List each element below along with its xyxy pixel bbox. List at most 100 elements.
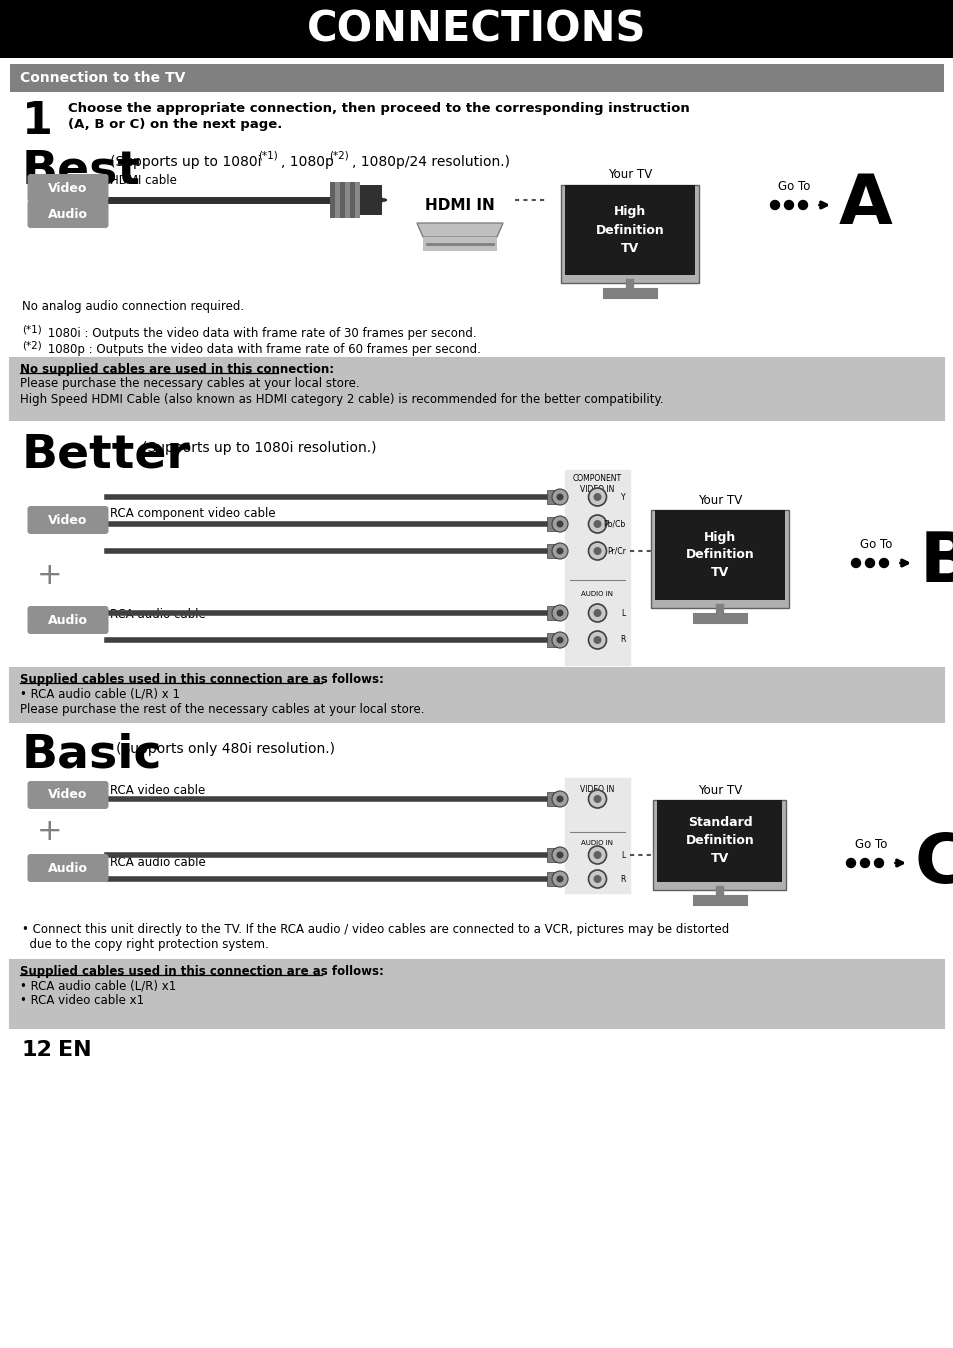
Circle shape (552, 632, 567, 648)
Text: Go To: Go To (778, 179, 809, 193)
Bar (335, 182, 339, 218)
Circle shape (874, 859, 882, 868)
Text: High Speed HDMI Cable (also known as HDMI category 2 cable) is recommended for t: High Speed HDMI Cable (also known as HDM… (20, 392, 663, 406)
Bar (564, 470, 629, 665)
Text: (*1): (*1) (22, 325, 42, 336)
Text: • RCA video cable x1: • RCA video cable x1 (20, 995, 144, 1007)
Bar (345, 182, 350, 218)
Text: • Connect this unit directly to the TV. If the RCA audio / video cables are conn: • Connect this unit directly to the TV. … (22, 923, 728, 936)
Circle shape (845, 859, 855, 868)
Text: RCA video cable: RCA video cable (110, 783, 205, 797)
Circle shape (552, 791, 567, 807)
Circle shape (798, 201, 806, 209)
Text: High
Definition
TV: High Definition TV (595, 205, 663, 255)
Text: HDMI IN: HDMI IN (425, 198, 495, 213)
Bar (405, 185, 515, 266)
FancyBboxPatch shape (28, 200, 109, 228)
Bar (10, 960, 943, 1029)
Circle shape (556, 547, 563, 554)
FancyBboxPatch shape (28, 855, 109, 882)
Text: +: + (37, 817, 63, 847)
Bar (546, 607, 557, 620)
Circle shape (556, 795, 563, 802)
Bar (10, 669, 943, 723)
Text: No supplied cables are used in this connection:: No supplied cables are used in this conn… (20, 364, 334, 376)
Circle shape (588, 790, 606, 807)
Circle shape (593, 493, 601, 501)
Circle shape (588, 847, 606, 864)
Text: due to the copy right protection system.: due to the copy right protection system. (22, 938, 269, 950)
Bar (355, 182, 359, 218)
Text: High
Definition
TV: High Definition TV (685, 531, 754, 580)
Text: (*1): (*1) (257, 151, 277, 160)
Text: Audio: Audio (48, 208, 88, 221)
Text: A: A (838, 171, 892, 239)
Text: Audio: Audio (48, 613, 88, 627)
Bar (653, 799, 785, 890)
Text: , 1080p/24 resolution.): , 1080p/24 resolution.) (352, 155, 510, 168)
Polygon shape (416, 222, 502, 237)
Text: CONNECTIONS: CONNECTIONS (307, 8, 646, 50)
Text: Video: Video (49, 514, 88, 527)
Text: (Supports only 480i resolution.): (Supports only 480i resolution.) (116, 741, 335, 756)
Circle shape (593, 609, 601, 617)
Text: Your TV: Your TV (698, 783, 741, 797)
Text: AUDIO IN: AUDIO IN (581, 590, 613, 597)
Bar (10, 359, 943, 421)
Bar (564, 778, 629, 892)
Bar (546, 491, 557, 504)
Text: , 1080p: , 1080p (281, 155, 334, 168)
Bar (546, 872, 557, 886)
Text: Choose the appropriate connection, then proceed to the corresponding instruction: Choose the appropriate connection, then … (68, 102, 689, 115)
Text: Video: Video (49, 789, 88, 802)
Circle shape (588, 604, 606, 621)
Text: RCA audio cable: RCA audio cable (110, 856, 206, 868)
Bar (564, 185, 695, 275)
Bar (650, 510, 788, 608)
Bar (546, 545, 557, 558)
Text: Best: Best (22, 148, 141, 193)
Circle shape (593, 851, 601, 859)
Text: Pr/Cr: Pr/Cr (606, 546, 625, 555)
Circle shape (593, 875, 601, 883)
Circle shape (556, 852, 563, 859)
Text: L: L (621, 851, 625, 860)
Text: 12: 12 (22, 1041, 52, 1060)
Text: Better: Better (22, 431, 191, 477)
Circle shape (588, 488, 606, 506)
Bar (422, 237, 497, 251)
Text: AUDIO IN: AUDIO IN (581, 840, 613, 847)
Circle shape (588, 869, 606, 888)
Circle shape (851, 558, 860, 568)
Text: 1080p : Outputs the video data with frame rate of 60 frames per second.: 1080p : Outputs the video data with fram… (44, 342, 480, 356)
Circle shape (588, 515, 606, 532)
Circle shape (588, 542, 606, 559)
Text: RCA component video cable: RCA component video cable (110, 507, 275, 520)
Circle shape (588, 631, 606, 648)
Text: Please purchase the rest of the necessary cables at your local store.: Please purchase the rest of the necessar… (20, 702, 424, 716)
Text: • RCA audio cable (L/R) x1: • RCA audio cable (L/R) x1 (20, 980, 176, 992)
Text: Supplied cables used in this connection are as follows:: Supplied cables used in this connection … (20, 965, 383, 979)
Bar (0, 0, 953, 58)
Text: Go To: Go To (859, 538, 891, 551)
Circle shape (552, 847, 567, 863)
Circle shape (556, 493, 563, 500)
Text: Go To: Go To (854, 838, 886, 852)
Circle shape (783, 201, 793, 209)
Circle shape (556, 636, 563, 643)
Text: Video: Video (49, 182, 88, 194)
Text: B: B (919, 530, 953, 597)
Text: R: R (620, 635, 625, 644)
Text: L: L (621, 608, 625, 617)
Text: No analog audio connection required.: No analog audio connection required. (22, 301, 244, 313)
Text: C: C (914, 829, 953, 896)
Bar (546, 518, 557, 531)
Bar (657, 799, 781, 882)
Text: Your TV: Your TV (698, 493, 741, 507)
Text: (*2): (*2) (329, 151, 349, 160)
Text: (Supports up to 1080i: (Supports up to 1080i (110, 155, 261, 168)
Text: RCA audio cable: RCA audio cable (110, 608, 206, 620)
Text: Please purchase the necessary cables at your local store.: Please purchase the necessary cables at … (20, 377, 359, 391)
Text: COMPONENT
VIDEO IN: COMPONENT VIDEO IN (573, 474, 621, 495)
FancyBboxPatch shape (28, 607, 109, 634)
